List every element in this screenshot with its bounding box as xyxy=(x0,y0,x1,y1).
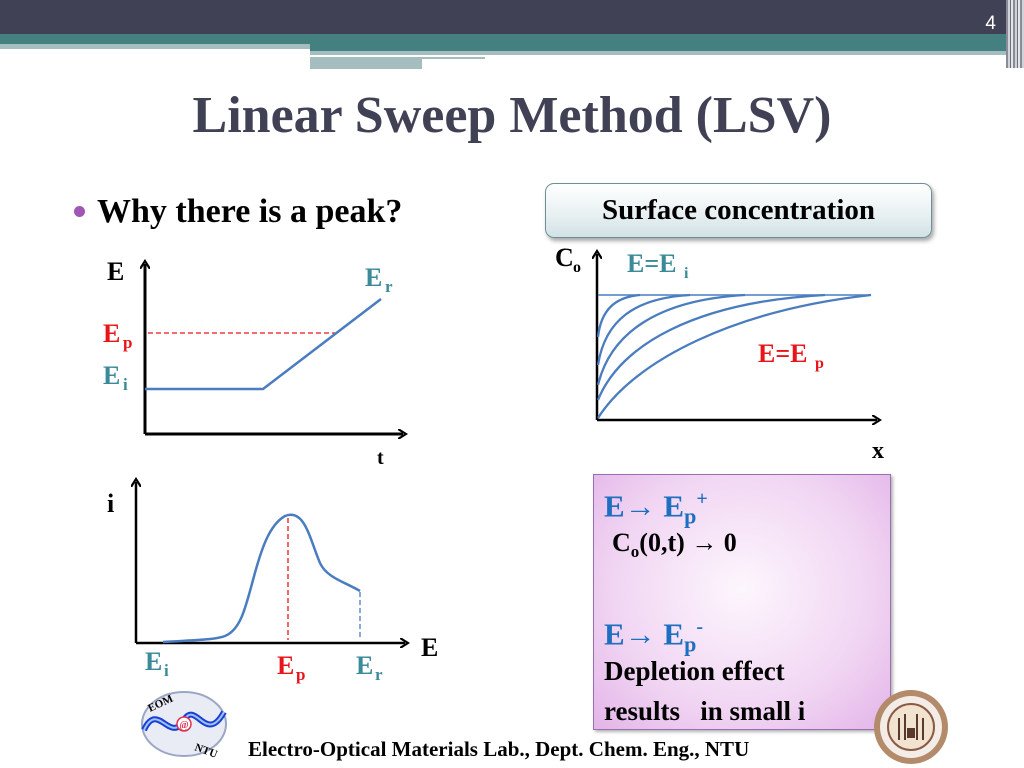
ep-label: E xyxy=(277,651,294,680)
logo-at: @ xyxy=(179,720,188,731)
y-axis-label: C xyxy=(555,243,574,272)
explanation-box: E→ Ep+ Co(0,t) → 0 E→ Ep- Depletion effe… xyxy=(593,474,891,730)
ep-label: E xyxy=(103,319,120,348)
ei-label: E xyxy=(145,647,162,676)
bullet-item: Why there is a peak? xyxy=(74,190,402,234)
ei-sub: i xyxy=(123,375,128,394)
info-c-sub: o xyxy=(630,542,640,562)
label-ei-sub: i xyxy=(684,265,689,282)
header-band-right xyxy=(310,44,1010,51)
header-bar xyxy=(0,0,1024,34)
x-axis-label: E xyxy=(421,633,438,662)
info-sub: p xyxy=(684,503,697,529)
info-line-ep-minus: E→ Ep- xyxy=(604,609,703,663)
er-sub: r xyxy=(385,277,393,296)
bullet-dot-icon xyxy=(74,205,85,217)
er-sub: r xyxy=(375,665,383,684)
current-peak-curve xyxy=(162,513,361,644)
ei-sub: i xyxy=(164,661,169,680)
eom-lab-logo: @ EOM NTU xyxy=(141,691,227,761)
footer-text: Electro-Optical Materials Lab., Dept. Ch… xyxy=(248,737,750,761)
info-line-concentration: Co(0,t) → 0 xyxy=(612,527,737,568)
callout-label: Surface concentration xyxy=(601,194,876,226)
header-band xyxy=(0,34,1010,44)
ei-label: E xyxy=(103,361,120,390)
header-stripes xyxy=(1006,0,1024,68)
slide-number: 4 xyxy=(985,13,996,34)
ntu-seal-logo xyxy=(874,690,948,764)
surface-concentration-callout: Surface concentration xyxy=(545,183,932,238)
bullet-text: Why there is a peak? xyxy=(97,193,403,230)
y-axis-sub: o xyxy=(573,259,581,276)
potential-time-diagram: E t E r E p E i xyxy=(103,257,415,469)
concentration-profile-diagram: C o x E=E i E=E p xyxy=(555,243,884,464)
current-potential-diagram: i E E i E p E r xyxy=(107,470,438,684)
ep-sub: p xyxy=(123,333,132,352)
concentration-curves xyxy=(596,293,872,419)
label-ep-sub: p xyxy=(815,355,824,372)
label-e-equals-ep: E=E xyxy=(758,339,808,368)
info-sup-2: - xyxy=(696,616,704,638)
info-sub-2: p xyxy=(684,631,697,657)
info-c-text: C xyxy=(612,528,631,557)
header-band-short xyxy=(310,59,422,69)
info-line-depletion: Depletion effect xyxy=(604,656,785,686)
ep-sub: p xyxy=(296,665,305,684)
y-axis-label: E xyxy=(107,257,124,286)
info-arrow-text: E→ E xyxy=(604,488,685,524)
info-line-ep-plus: E→ Ep+ xyxy=(604,481,708,535)
x-axis-label: t xyxy=(377,447,384,469)
header-band-light xyxy=(0,44,310,49)
info-line-result: results in small i xyxy=(604,696,806,726)
potential-curve xyxy=(145,298,382,391)
label-e-equals-ei: E=E xyxy=(627,249,677,278)
header-band-thin xyxy=(310,57,485,59)
info-sup: + xyxy=(696,488,708,510)
header-band-light-right xyxy=(310,51,1010,55)
info-arrow-text-2: E→ E xyxy=(604,616,685,652)
x-axis-label: x xyxy=(872,438,884,464)
er-label: E xyxy=(365,263,382,292)
er-label: E xyxy=(356,651,373,680)
y-axis-label: i xyxy=(107,489,114,518)
slide-title: Linear Sweep Method (LSV) xyxy=(192,87,832,144)
info-c-rest: (0,t) → 0 xyxy=(639,528,737,557)
